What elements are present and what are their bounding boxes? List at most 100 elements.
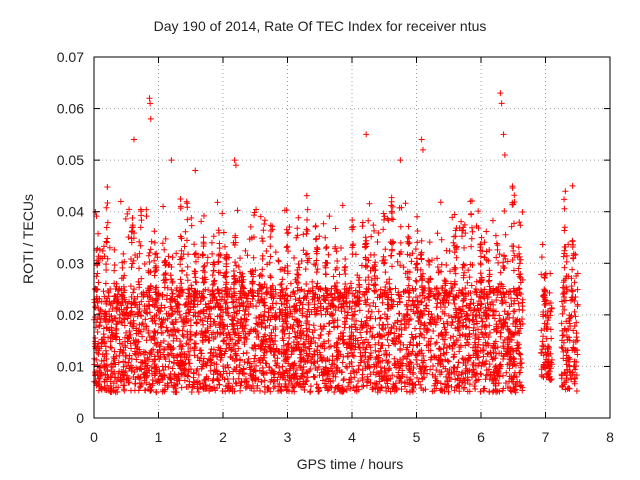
data-point <box>559 332 566 339</box>
data-point <box>442 278 449 285</box>
data-point <box>327 365 334 372</box>
data-point <box>566 312 573 319</box>
data-point <box>185 286 192 293</box>
data-point <box>114 305 121 312</box>
data-point <box>561 205 568 212</box>
data-point <box>272 338 279 345</box>
data-point <box>326 213 333 220</box>
data-point <box>170 388 177 395</box>
data-point <box>241 325 248 332</box>
data-point <box>200 279 207 286</box>
data-point <box>138 275 145 282</box>
data-point <box>341 308 348 315</box>
data-point <box>177 203 184 210</box>
y-tick-label: 0.03 <box>57 255 84 271</box>
data-point <box>192 274 199 281</box>
data-point <box>568 376 575 383</box>
data-point <box>151 239 158 246</box>
data-point <box>392 341 399 348</box>
data-point <box>472 286 479 293</box>
data-point <box>155 291 162 298</box>
data-point <box>330 377 337 384</box>
data-point <box>414 309 421 316</box>
data-point <box>169 290 176 297</box>
data-point <box>559 345 566 352</box>
data-point <box>257 359 264 366</box>
data-point <box>283 387 290 394</box>
data-point <box>132 376 139 383</box>
data-point <box>304 206 311 213</box>
data-point <box>221 243 228 250</box>
data-point <box>128 367 135 374</box>
data-point <box>541 298 548 305</box>
x-tick-label: 5 <box>413 429 421 445</box>
data-point <box>132 348 139 355</box>
data-point <box>130 320 137 327</box>
data-point <box>502 255 509 262</box>
data-point <box>184 318 191 325</box>
data-point <box>370 222 377 229</box>
data-point <box>574 303 581 310</box>
data-point <box>200 212 207 219</box>
data-point <box>349 352 356 359</box>
data-point <box>128 345 135 352</box>
data-point <box>167 295 174 302</box>
data-point <box>382 384 389 391</box>
data-point <box>377 286 384 293</box>
data-point <box>142 363 149 370</box>
data-point <box>92 371 99 378</box>
data-point <box>459 227 466 234</box>
data-point <box>283 292 290 299</box>
data-point <box>362 297 369 304</box>
data-point <box>200 361 207 368</box>
data-point <box>290 384 297 391</box>
data-point <box>104 183 111 190</box>
data-point <box>152 286 159 293</box>
data-point <box>510 267 517 274</box>
data-point <box>166 358 173 365</box>
data-point <box>470 311 477 318</box>
data-point <box>418 276 425 283</box>
data-point <box>416 315 423 322</box>
data-point <box>291 375 298 382</box>
data-point <box>375 354 382 361</box>
data-point <box>477 241 484 248</box>
data-point <box>311 306 318 313</box>
data-point <box>398 248 405 255</box>
data-point <box>438 387 445 394</box>
data-point <box>503 369 510 376</box>
data-point <box>263 360 270 367</box>
data-point <box>138 212 145 219</box>
data-point <box>303 320 310 327</box>
data-point <box>268 329 275 336</box>
data-point <box>94 245 101 252</box>
data-point <box>487 286 494 293</box>
data-point <box>151 336 158 343</box>
data-point <box>517 356 524 363</box>
data-point <box>251 341 258 348</box>
data-point <box>128 264 135 271</box>
data-point <box>476 312 483 319</box>
data-point <box>209 272 216 279</box>
data-point <box>507 387 514 394</box>
data-point <box>361 339 368 346</box>
data-point <box>296 375 303 382</box>
data-point <box>98 336 105 343</box>
data-point <box>511 199 518 206</box>
data-point <box>307 335 314 342</box>
data-point <box>478 234 485 241</box>
data-point <box>517 256 524 263</box>
data-point <box>380 260 387 267</box>
data-point <box>110 380 117 387</box>
data-point <box>239 273 246 280</box>
data-point <box>295 319 302 326</box>
data-point <box>323 306 330 313</box>
data-point <box>109 306 116 313</box>
data-point <box>291 316 298 323</box>
data-point <box>405 233 412 240</box>
data-point <box>354 294 361 301</box>
data-point <box>373 362 380 369</box>
data-point <box>451 313 458 320</box>
data-point <box>406 287 413 294</box>
data-point <box>283 207 290 214</box>
